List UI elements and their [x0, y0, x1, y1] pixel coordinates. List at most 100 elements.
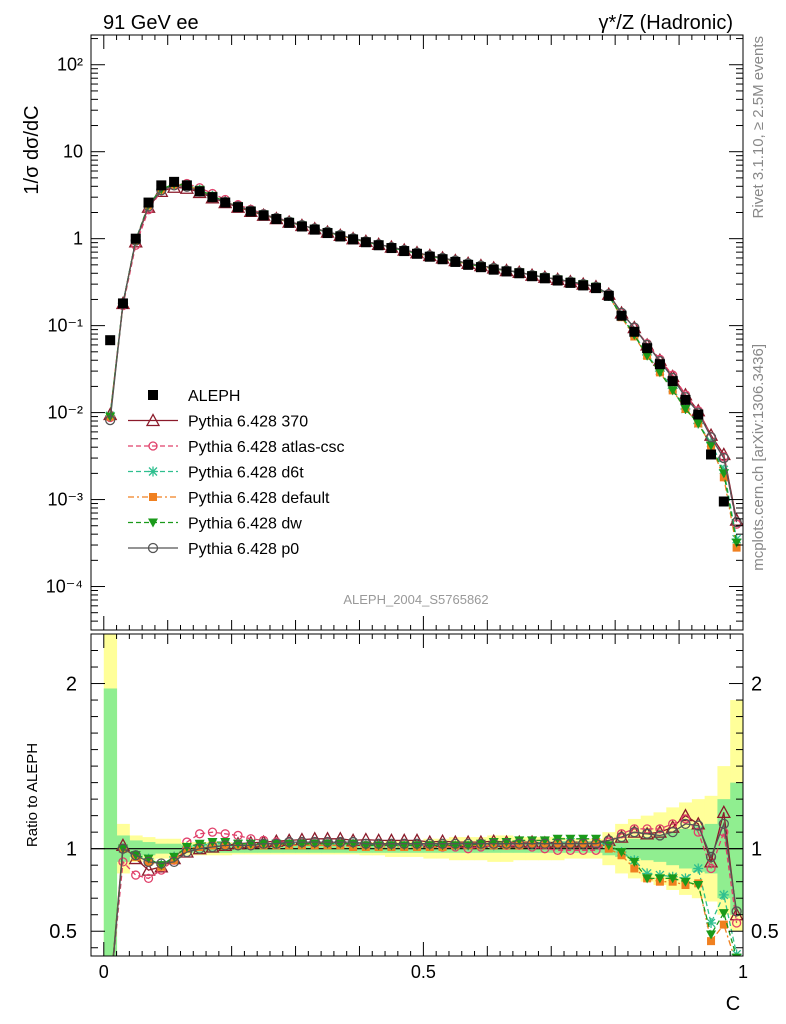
ratio-point-atlas [642, 824, 652, 834]
ratio-y-tick-label-right: 1 [751, 839, 762, 861]
right-title: γ*/Z (Hadronic) [599, 12, 733, 34]
ratio-point-atlas [693, 827, 703, 837]
data-point-aleph [360, 237, 371, 248]
ratio-plot-marks [104, 804, 743, 998]
uncertainty-bands [91, 634, 743, 956]
ratio-point-p0 [641, 828, 653, 839]
ratio-point-p0 [680, 818, 691, 830]
left-title: 91 GeV ee [103, 12, 199, 34]
ratio-point-p370 [104, 985, 116, 996]
ratio-point-p0 [322, 836, 333, 848]
data-point-aleph [322, 228, 333, 239]
data-point-aleph [220, 197, 231, 208]
ratio-y-tick-label: 1 [66, 839, 77, 861]
ratio-point-p0 [693, 820, 704, 831]
x-tick-label: 1 [738, 962, 748, 982]
y-tick-label: 10⁻² [47, 403, 83, 423]
point-dw [706, 441, 717, 451]
legend-label-p370: Pythia 6.428 370 [188, 414, 308, 431]
ratio-y-tick-label-right: 2 [751, 674, 762, 696]
data-point-aleph [539, 273, 550, 284]
ratio-point-dw [143, 854, 154, 864]
ratio-point-p0 [411, 838, 423, 849]
legend-label-default: Pythia 6.428 default [188, 490, 330, 507]
ratio-point-dw [514, 836, 525, 846]
ratio-point-dw [693, 880, 704, 890]
ratio-ylabel: Ratio to ALEPH [24, 743, 41, 847]
ratio-point-p370 [691, 816, 706, 830]
data-point-aleph [348, 234, 359, 245]
ratio-point-p0 [207, 841, 218, 853]
ratio-point-dw [718, 909, 729, 919]
main-plot-marks [103, 176, 743, 552]
ratio-point-p0 [284, 836, 295, 848]
y-tick-label: 10 [63, 142, 83, 162]
series-line-dw [109, 183, 738, 543]
ratio-line-atlas [113, 818, 738, 956]
ratio-point-d6t [706, 917, 717, 928]
data-point-aleph [706, 449, 717, 460]
data-point-aleph [552, 275, 563, 286]
data-point-aleph [527, 271, 538, 282]
legend-label-d6t: Pythia 6.428 d6t [188, 465, 304, 482]
legend-label-atlas: Pythia 6.428 atlas-csc [188, 439, 345, 456]
source-label: mcplots.cern.ch [arXiv:1306.3436] [750, 344, 767, 571]
data-point-aleph [437, 254, 448, 265]
data-point-aleph [718, 496, 729, 507]
ratio-point-default [719, 920, 728, 929]
ratio-point-p0 [501, 838, 512, 849]
data-point-aleph [143, 197, 154, 208]
legend-marker-atlas [148, 441, 158, 451]
ratio-point-p370 [678, 808, 693, 822]
ratio-point-p0 [590, 838, 602, 849]
ratio-point-p0 [168, 856, 180, 868]
ratio-point-p0 [437, 838, 448, 849]
point-dw [667, 386, 678, 396]
data-point-aleph [207, 192, 218, 203]
ratio-y-tick-label: 0.5 [49, 921, 77, 943]
ratio-point-dw [654, 874, 665, 884]
data-point-aleph [642, 343, 653, 354]
ratio-point-p0 [399, 838, 410, 849]
x-axis-label: C [726, 993, 740, 1015]
ratio-point-p0 [616, 831, 627, 843]
data-point-aleph [105, 335, 116, 346]
legend-label-p0: Pythia 6.428 p0 [188, 541, 299, 558]
data-point-aleph [565, 277, 576, 288]
y-tick-label: 1 [73, 229, 83, 249]
ratio-point-atlas [106, 988, 114, 996]
data-point-aleph [501, 266, 512, 277]
ratio-point-p0 [156, 858, 167, 869]
data-point-aleph [117, 298, 128, 309]
legend-marker-dw [148, 518, 158, 528]
ratio-point-atlas [118, 857, 128, 867]
ratio-point-p0 [667, 827, 678, 838]
data-point-aleph [258, 210, 269, 221]
ratio-point-atlas [706, 863, 716, 874]
ratio-point-dw [105, 988, 115, 997]
ratio-point-dw [539, 836, 550, 846]
ratio-point-atlas [616, 829, 627, 839]
ratio-point-d6t [693, 863, 704, 874]
ratio-point-p0 [106, 989, 115, 998]
ratio-point-p0 [245, 840, 256, 851]
point-dw [654, 368, 665, 378]
point-p0 [705, 432, 717, 443]
ratio-point-p0 [360, 838, 372, 849]
ratio-point-default [707, 937, 716, 946]
data-point-aleph [603, 290, 614, 301]
ratio-point-p0 [232, 840, 244, 851]
data-point-aleph [616, 310, 627, 321]
x-tick-label: 0.5 [411, 962, 436, 982]
data-point-aleph [233, 202, 244, 213]
ratio-point-dw [731, 953, 742, 956]
data-point-aleph [271, 214, 282, 225]
data-point-aleph [309, 224, 320, 235]
ratio-point-p0 [488, 838, 499, 849]
ratio-point-p0 [539, 838, 550, 849]
y-tick-label: 10⁻⁴ [46, 577, 83, 597]
point-dw [680, 404, 691, 414]
ratio-point-dw [603, 841, 614, 851]
ratio-point-p0 [258, 838, 269, 849]
